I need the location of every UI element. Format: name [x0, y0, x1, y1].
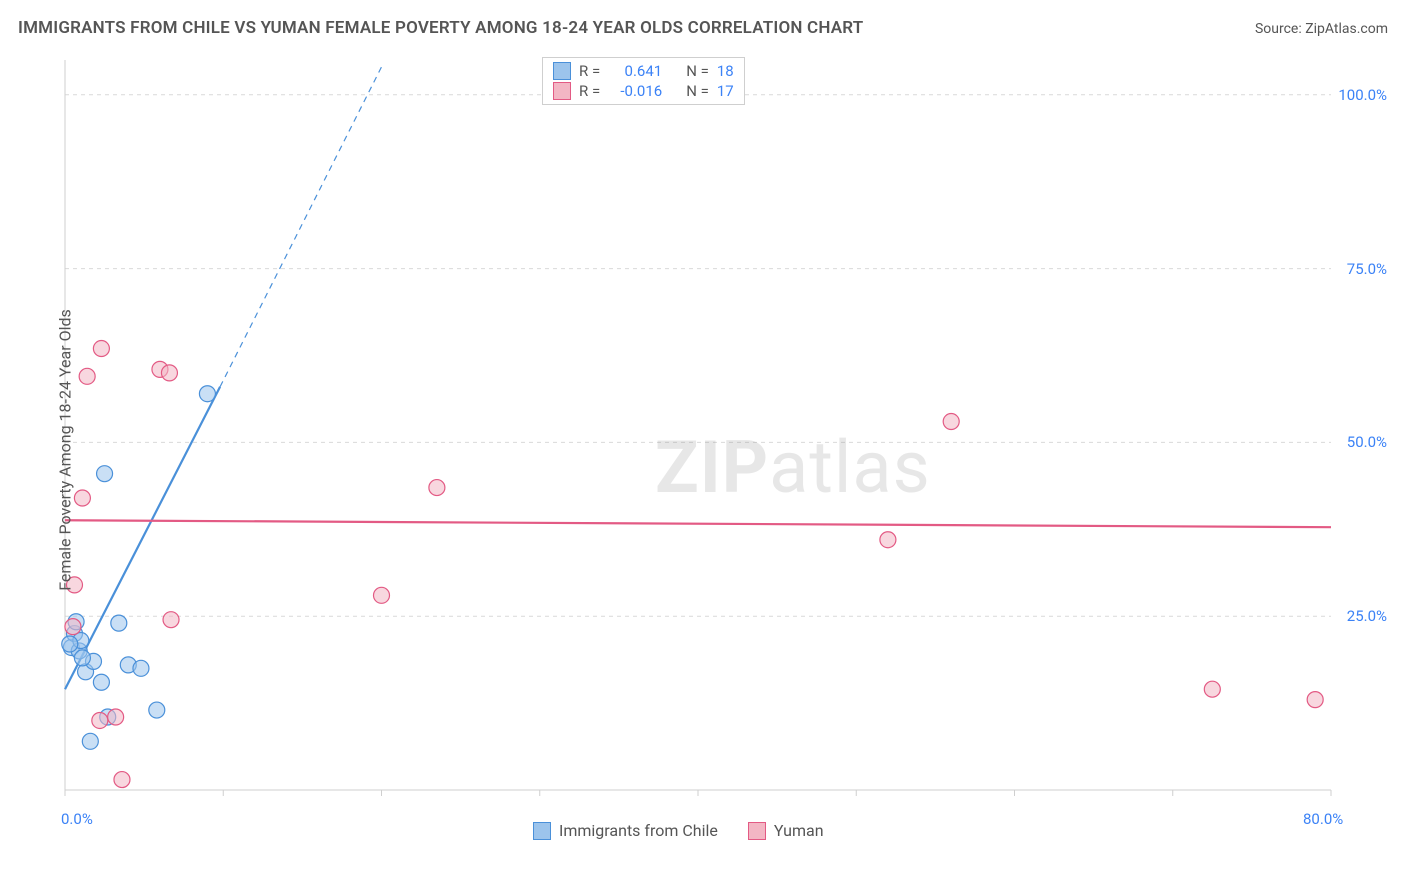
data-point [74, 650, 90, 666]
data-point [114, 772, 130, 788]
data-point [97, 466, 113, 482]
data-point [93, 674, 109, 690]
y-axis-label: Female Poverty Among 18-24 Year Olds [56, 309, 75, 591]
legend-item: Yuman [748, 821, 824, 840]
data-point [1204, 681, 1220, 697]
data-point [92, 712, 108, 728]
n-label: N = [686, 62, 709, 80]
n-value: 17 [717, 82, 734, 100]
data-point [429, 480, 445, 496]
trend-line [65, 520, 1331, 527]
data-point [65, 619, 81, 635]
x-tick-label: 80.0% [1303, 810, 1343, 828]
n-value: 18 [717, 62, 734, 80]
data-point [163, 612, 179, 628]
legend-label: Immigrants from Chile [559, 821, 718, 840]
legend-item: Immigrants from Chile [533, 821, 718, 840]
data-point [199, 386, 215, 402]
legend-row: R = 0.641 N = 18 [553, 62, 734, 80]
correlation-legend: R = 0.641 N = 18 R = -0.016 N = 17 [542, 57, 745, 105]
chart-title: IMMIGRANTS FROM CHILE VS YUMAN FEMALE PO… [18, 18, 863, 38]
data-point [133, 660, 149, 676]
y-tick-label: 75.0% [1347, 260, 1387, 278]
n-label: N = [686, 82, 709, 100]
trend-line-extrapolation [220, 67, 381, 387]
series-legend: Immigrants from Chile Yuman [533, 821, 824, 840]
legend-swatch [553, 62, 571, 80]
legend-label: Yuman [774, 821, 824, 840]
r-label: R = [579, 82, 600, 100]
legend-swatch [748, 822, 766, 840]
source-label: Source: ZipAtlas.com [1255, 21, 1388, 37]
data-point [111, 615, 127, 631]
data-point [374, 587, 390, 603]
data-point [943, 414, 959, 430]
legend-swatch [553, 82, 571, 100]
scatter-plot: Female Poverty Among 18-24 Year Olds ZIP… [55, 55, 1391, 845]
legend-swatch [533, 822, 551, 840]
r-value: -0.016 [608, 82, 662, 100]
r-label: R = [579, 62, 600, 80]
data-point [108, 709, 124, 725]
data-point [1307, 692, 1323, 708]
data-point [161, 365, 177, 381]
data-point [880, 532, 896, 548]
r-value: 0.641 [608, 62, 662, 80]
data-point [82, 733, 98, 749]
data-point [62, 636, 78, 652]
x-tick-label: 0.0% [61, 810, 93, 828]
data-point [79, 368, 95, 384]
data-point [74, 490, 90, 506]
y-tick-label: 25.0% [1347, 607, 1387, 625]
data-point [149, 702, 165, 718]
y-tick-label: 100.0% [1338, 86, 1387, 104]
y-tick-label: 50.0% [1347, 433, 1387, 451]
data-point [93, 341, 109, 357]
chart-canvas [55, 55, 1391, 845]
legend-row: R = -0.016 N = 17 [553, 82, 734, 100]
